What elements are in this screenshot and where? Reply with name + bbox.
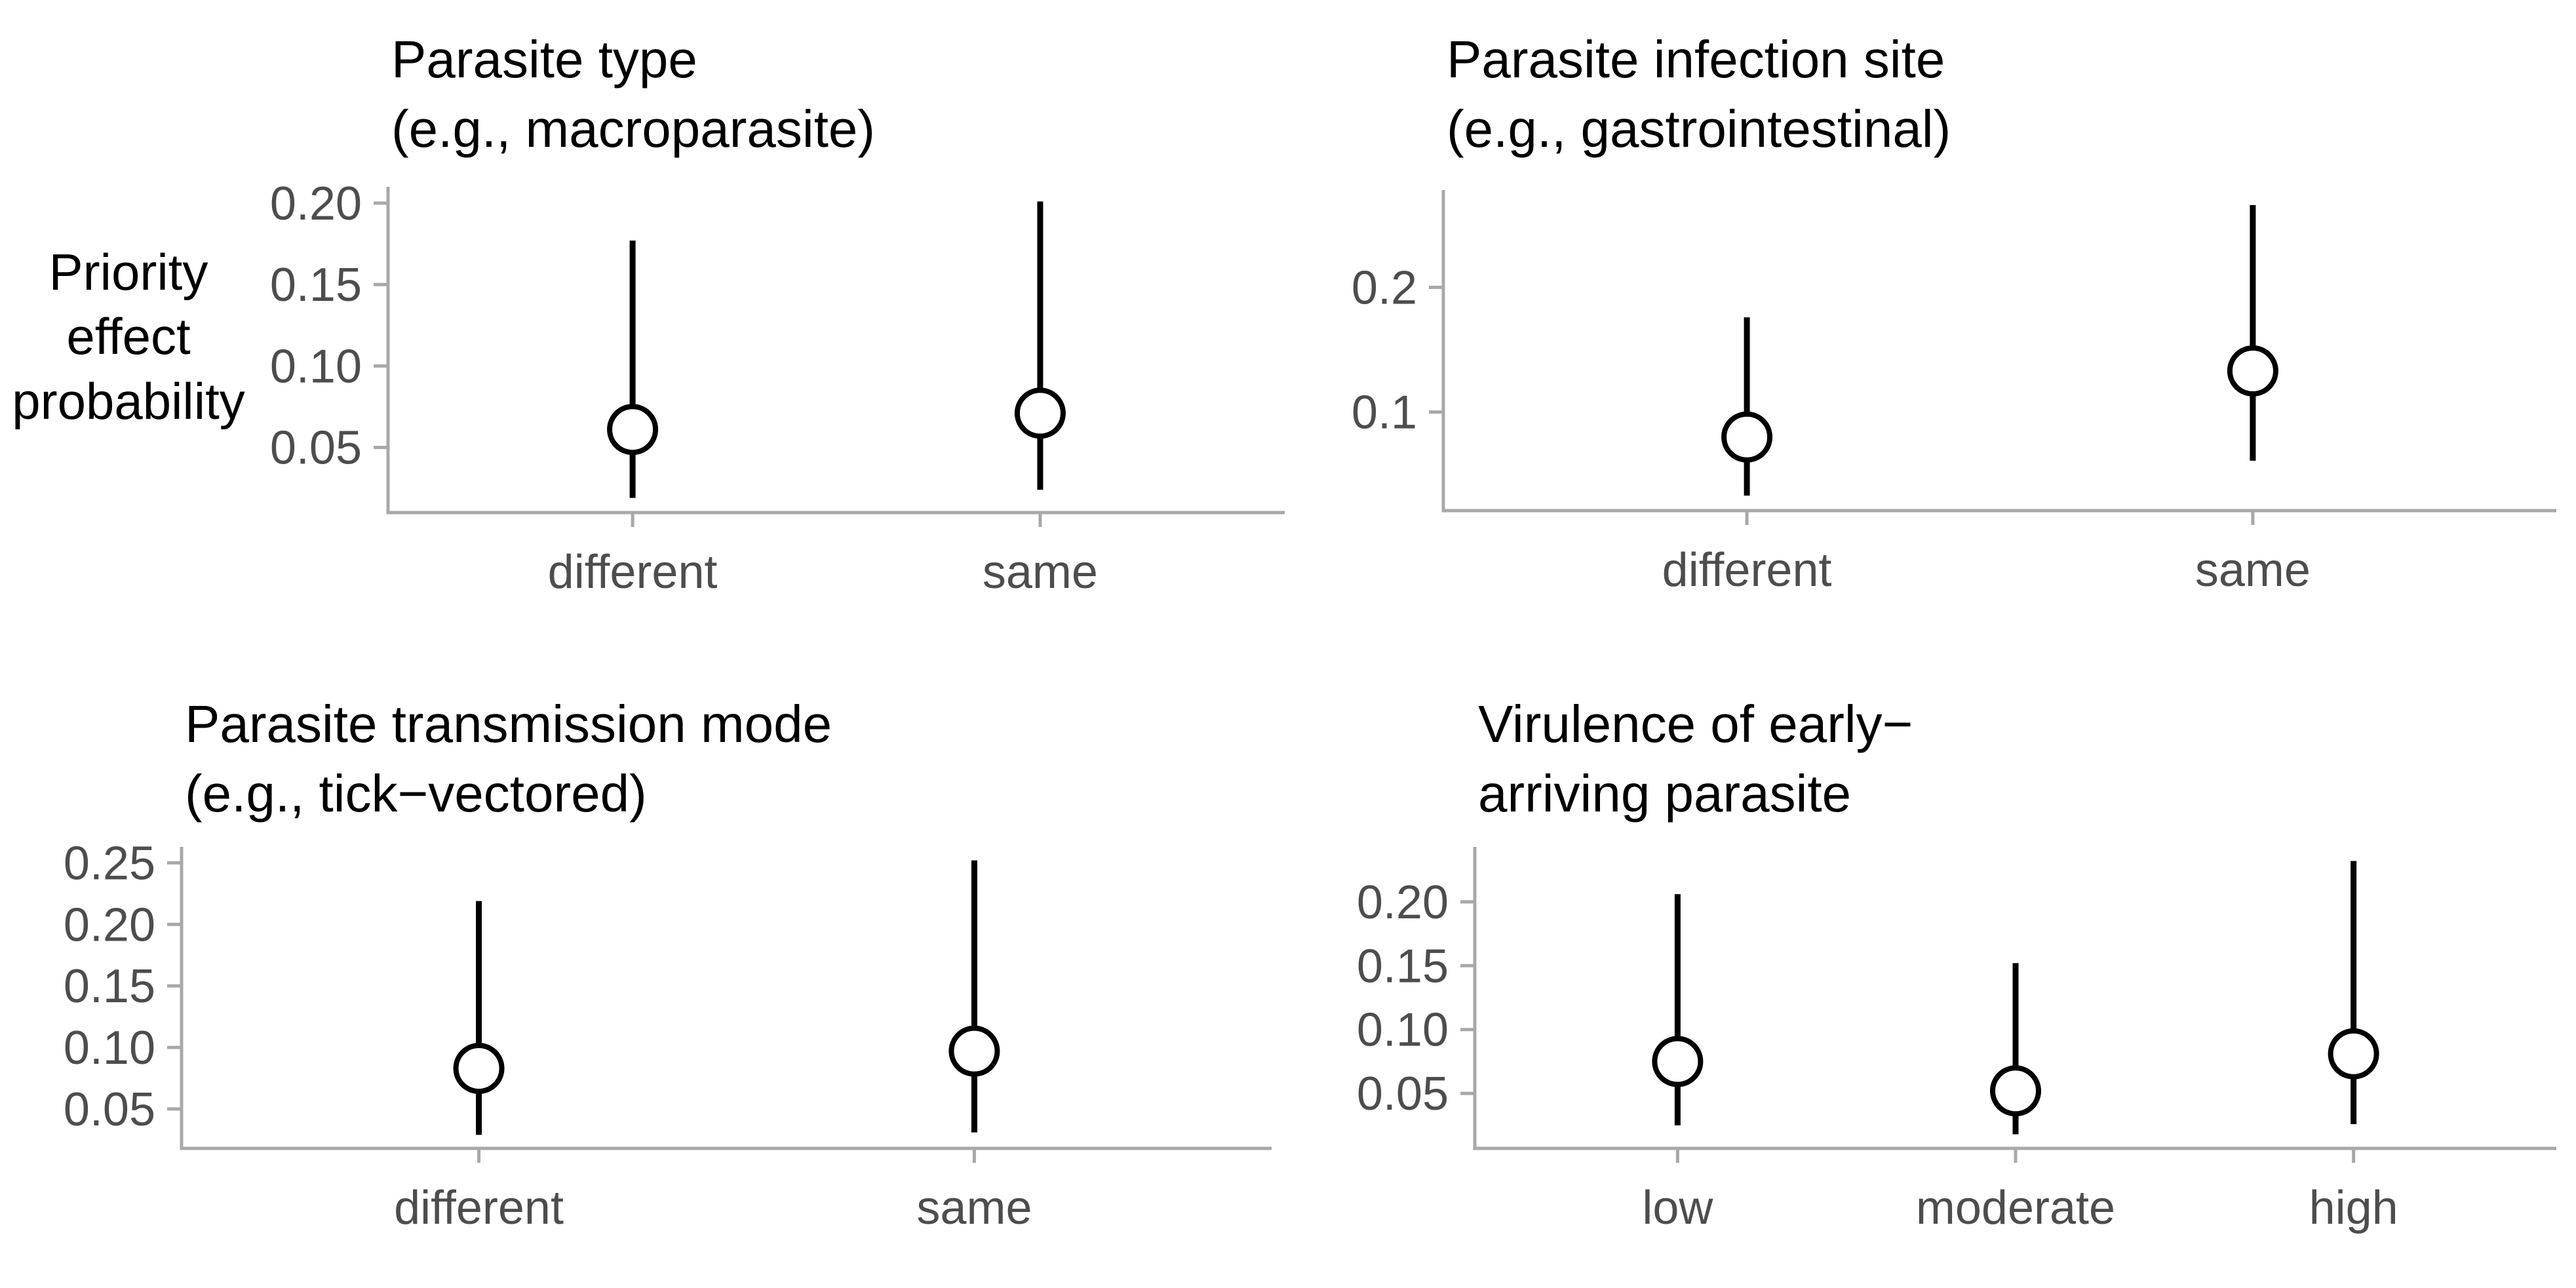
- point-estimate-marker: [948, 1025, 1000, 1077]
- panel-title-parasite-type: Parasite type (e.g., macroparasite): [391, 30, 876, 158]
- x-category-label: same: [916, 1182, 1032, 1234]
- panel-1: 0.1 0.2 different same: [1352, 190, 2556, 596]
- y-tick-label: 0.10: [270, 340, 362, 393]
- point-estimate-marker: [1652, 1036, 1704, 1087]
- panel-title-virulence: Virulence of early− arriving parasite: [1478, 695, 1913, 823]
- y-tick-label: 0.2: [1352, 262, 1417, 314]
- y-axis-label: Priority effect probability: [12, 243, 245, 430]
- y-tick-label: 0.10: [64, 1022, 155, 1074]
- y-tick-label: 0.25: [64, 837, 155, 889]
- x-category-label: different: [548, 546, 718, 598]
- panel-title-transmission-mode: Parasite transmission mode (e.g., tick−v…: [185, 695, 832, 823]
- point-estimate-marker: [1721, 411, 1773, 463]
- y-tick-label: 0.15: [64, 960, 155, 1013]
- y-tick-label: 0.1: [1352, 387, 1417, 439]
- point-estimate-marker: [2328, 1028, 2379, 1080]
- x-category-label: high: [2309, 1182, 2398, 1234]
- point-estimate-marker: [1990, 1065, 2041, 1117]
- x-category-label: moderate: [1916, 1182, 2115, 1234]
- point-estimate-marker: [1014, 387, 1066, 439]
- y-tick-label: 0.05: [270, 422, 362, 475]
- panel-0: 0.05 0.10 0.15 0.20 different same: [270, 178, 1285, 598]
- y-tick-label: 0.15: [270, 259, 362, 311]
- y-tick-label: 0.20: [270, 178, 362, 230]
- x-category-label: low: [1642, 1182, 1713, 1234]
- y-tick-label: 0.20: [64, 899, 155, 951]
- x-category-label: same: [2195, 544, 2311, 596]
- point-estimate-marker: [607, 404, 659, 456]
- point-estimate-marker: [453, 1042, 505, 1094]
- x-category-label: different: [1662, 544, 1832, 596]
- panel-3: 0.05 0.10 0.15 0.20 low moderate high: [1357, 847, 2556, 1234]
- y-tick-label: 0.10: [1357, 1004, 1449, 1057]
- y-tick-label: 0.05: [1357, 1068, 1449, 1120]
- y-tick-label: 0.05: [64, 1083, 155, 1136]
- point-estimate-marker: [2227, 345, 2278, 397]
- x-category-label: different: [394, 1182, 564, 1234]
- panel-2: 0.05 0.10 0.15 0.20 0.25 different same: [64, 837, 1272, 1234]
- x-category-label: same: [983, 546, 1098, 598]
- panel-title-infection-site: Parasite infection site (e.g., gastroint…: [1447, 30, 1951, 158]
- y-tick-label: 0.20: [1357, 876, 1449, 929]
- y-tick-label: 0.15: [1357, 940, 1449, 992]
